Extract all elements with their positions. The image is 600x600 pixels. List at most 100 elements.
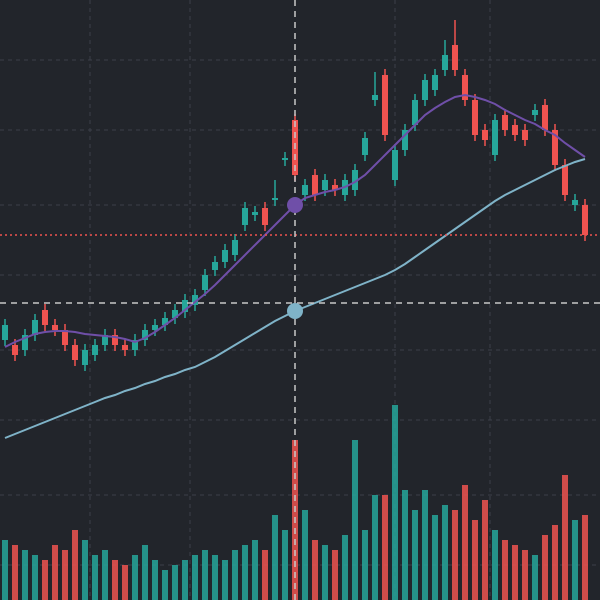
candle-body	[142, 330, 148, 340]
candle-body	[262, 208, 268, 225]
volume-bar	[312, 540, 318, 600]
volume-bar	[132, 555, 138, 600]
volume-bar	[462, 485, 468, 600]
candle-body	[122, 345, 128, 350]
volume-bar	[152, 560, 158, 600]
volume-bar	[442, 505, 448, 600]
volume-bar	[512, 545, 518, 600]
candle-body	[362, 138, 368, 155]
fast-ma-marker	[287, 197, 303, 213]
candle-body	[432, 75, 438, 90]
volume-bar	[2, 540, 8, 600]
candle-body	[352, 170, 358, 190]
volume-bar	[102, 550, 108, 600]
candle-body	[572, 200, 578, 205]
candle-body	[502, 115, 508, 130]
candle-body	[382, 75, 388, 135]
candle-body	[12, 345, 18, 355]
candle-body	[312, 175, 318, 195]
volume-bar	[222, 560, 228, 600]
volume-bar	[212, 555, 218, 600]
volume-bar	[572, 520, 578, 600]
volume-bar	[362, 530, 368, 600]
candle-body	[302, 185, 308, 195]
volume-bar	[32, 555, 38, 600]
volume-bar	[322, 545, 328, 600]
volume-bar	[242, 545, 248, 600]
volume-bar	[552, 525, 558, 600]
candle-body	[522, 130, 528, 140]
candle-body	[532, 110, 538, 115]
volume-bar	[52, 545, 58, 600]
volume-bar	[12, 545, 18, 600]
volume-bar	[402, 490, 408, 600]
volume-bar	[562, 475, 568, 600]
volume-bar	[452, 510, 458, 600]
volume-bar	[482, 500, 488, 600]
candle-body	[102, 335, 108, 345]
volume-bar	[542, 535, 548, 600]
volume-bar	[202, 550, 208, 600]
volume-bar	[532, 555, 538, 600]
candle-body	[32, 320, 38, 335]
candle-body	[112, 335, 118, 345]
candle-body	[512, 125, 518, 135]
volume-bar	[502, 540, 508, 600]
volume-bar	[62, 550, 68, 600]
volume-bar	[82, 540, 88, 600]
candle-body	[372, 95, 378, 100]
candle-body	[242, 208, 248, 225]
volume-bar	[182, 560, 188, 600]
volume-bar	[192, 555, 198, 600]
candle-body	[72, 345, 78, 360]
volume-bar	[582, 515, 588, 600]
candle-body	[332, 185, 338, 190]
volume-bar	[282, 530, 288, 600]
volume-bar	[302, 510, 308, 600]
volume-bar	[372, 495, 378, 600]
volume-bar	[112, 560, 118, 600]
volume-bar	[142, 545, 148, 600]
volume-bar	[422, 490, 428, 600]
volume-bar	[272, 515, 278, 600]
candle-body	[482, 130, 488, 140]
candle-body	[22, 335, 28, 350]
volume-bar	[382, 495, 388, 600]
candle-body	[192, 295, 198, 305]
candle-body	[472, 100, 478, 135]
volume-bar	[92, 555, 98, 600]
candle-body	[282, 158, 288, 160]
candle-body	[82, 350, 88, 365]
candle-body	[322, 180, 328, 190]
volume-bar	[262, 550, 268, 600]
volume-bar	[332, 550, 338, 600]
volume-bar	[162, 570, 168, 600]
candle-body	[152, 325, 158, 330]
volume-bar	[352, 440, 358, 600]
candle-body	[462, 75, 468, 100]
candle-body	[392, 150, 398, 180]
candle-body	[552, 130, 558, 165]
candle-body	[252, 212, 258, 215]
volume-bar	[22, 550, 28, 600]
candle-body	[542, 105, 548, 130]
volume-bar	[172, 565, 178, 600]
candle-body	[162, 318, 168, 325]
candle-body	[272, 198, 278, 200]
candle-body	[62, 330, 68, 345]
candle-body	[442, 55, 448, 70]
slow-ma-marker	[287, 303, 303, 319]
candle-body	[222, 250, 228, 262]
candle-body	[202, 275, 208, 290]
volume-bar	[122, 565, 128, 600]
candle-body	[212, 262, 218, 270]
volume-bar	[432, 515, 438, 600]
candle-body	[562, 165, 568, 195]
candle-body	[182, 300, 188, 312]
candle-body	[2, 325, 8, 340]
candle-body	[232, 240, 238, 255]
candle-body	[412, 100, 418, 125]
